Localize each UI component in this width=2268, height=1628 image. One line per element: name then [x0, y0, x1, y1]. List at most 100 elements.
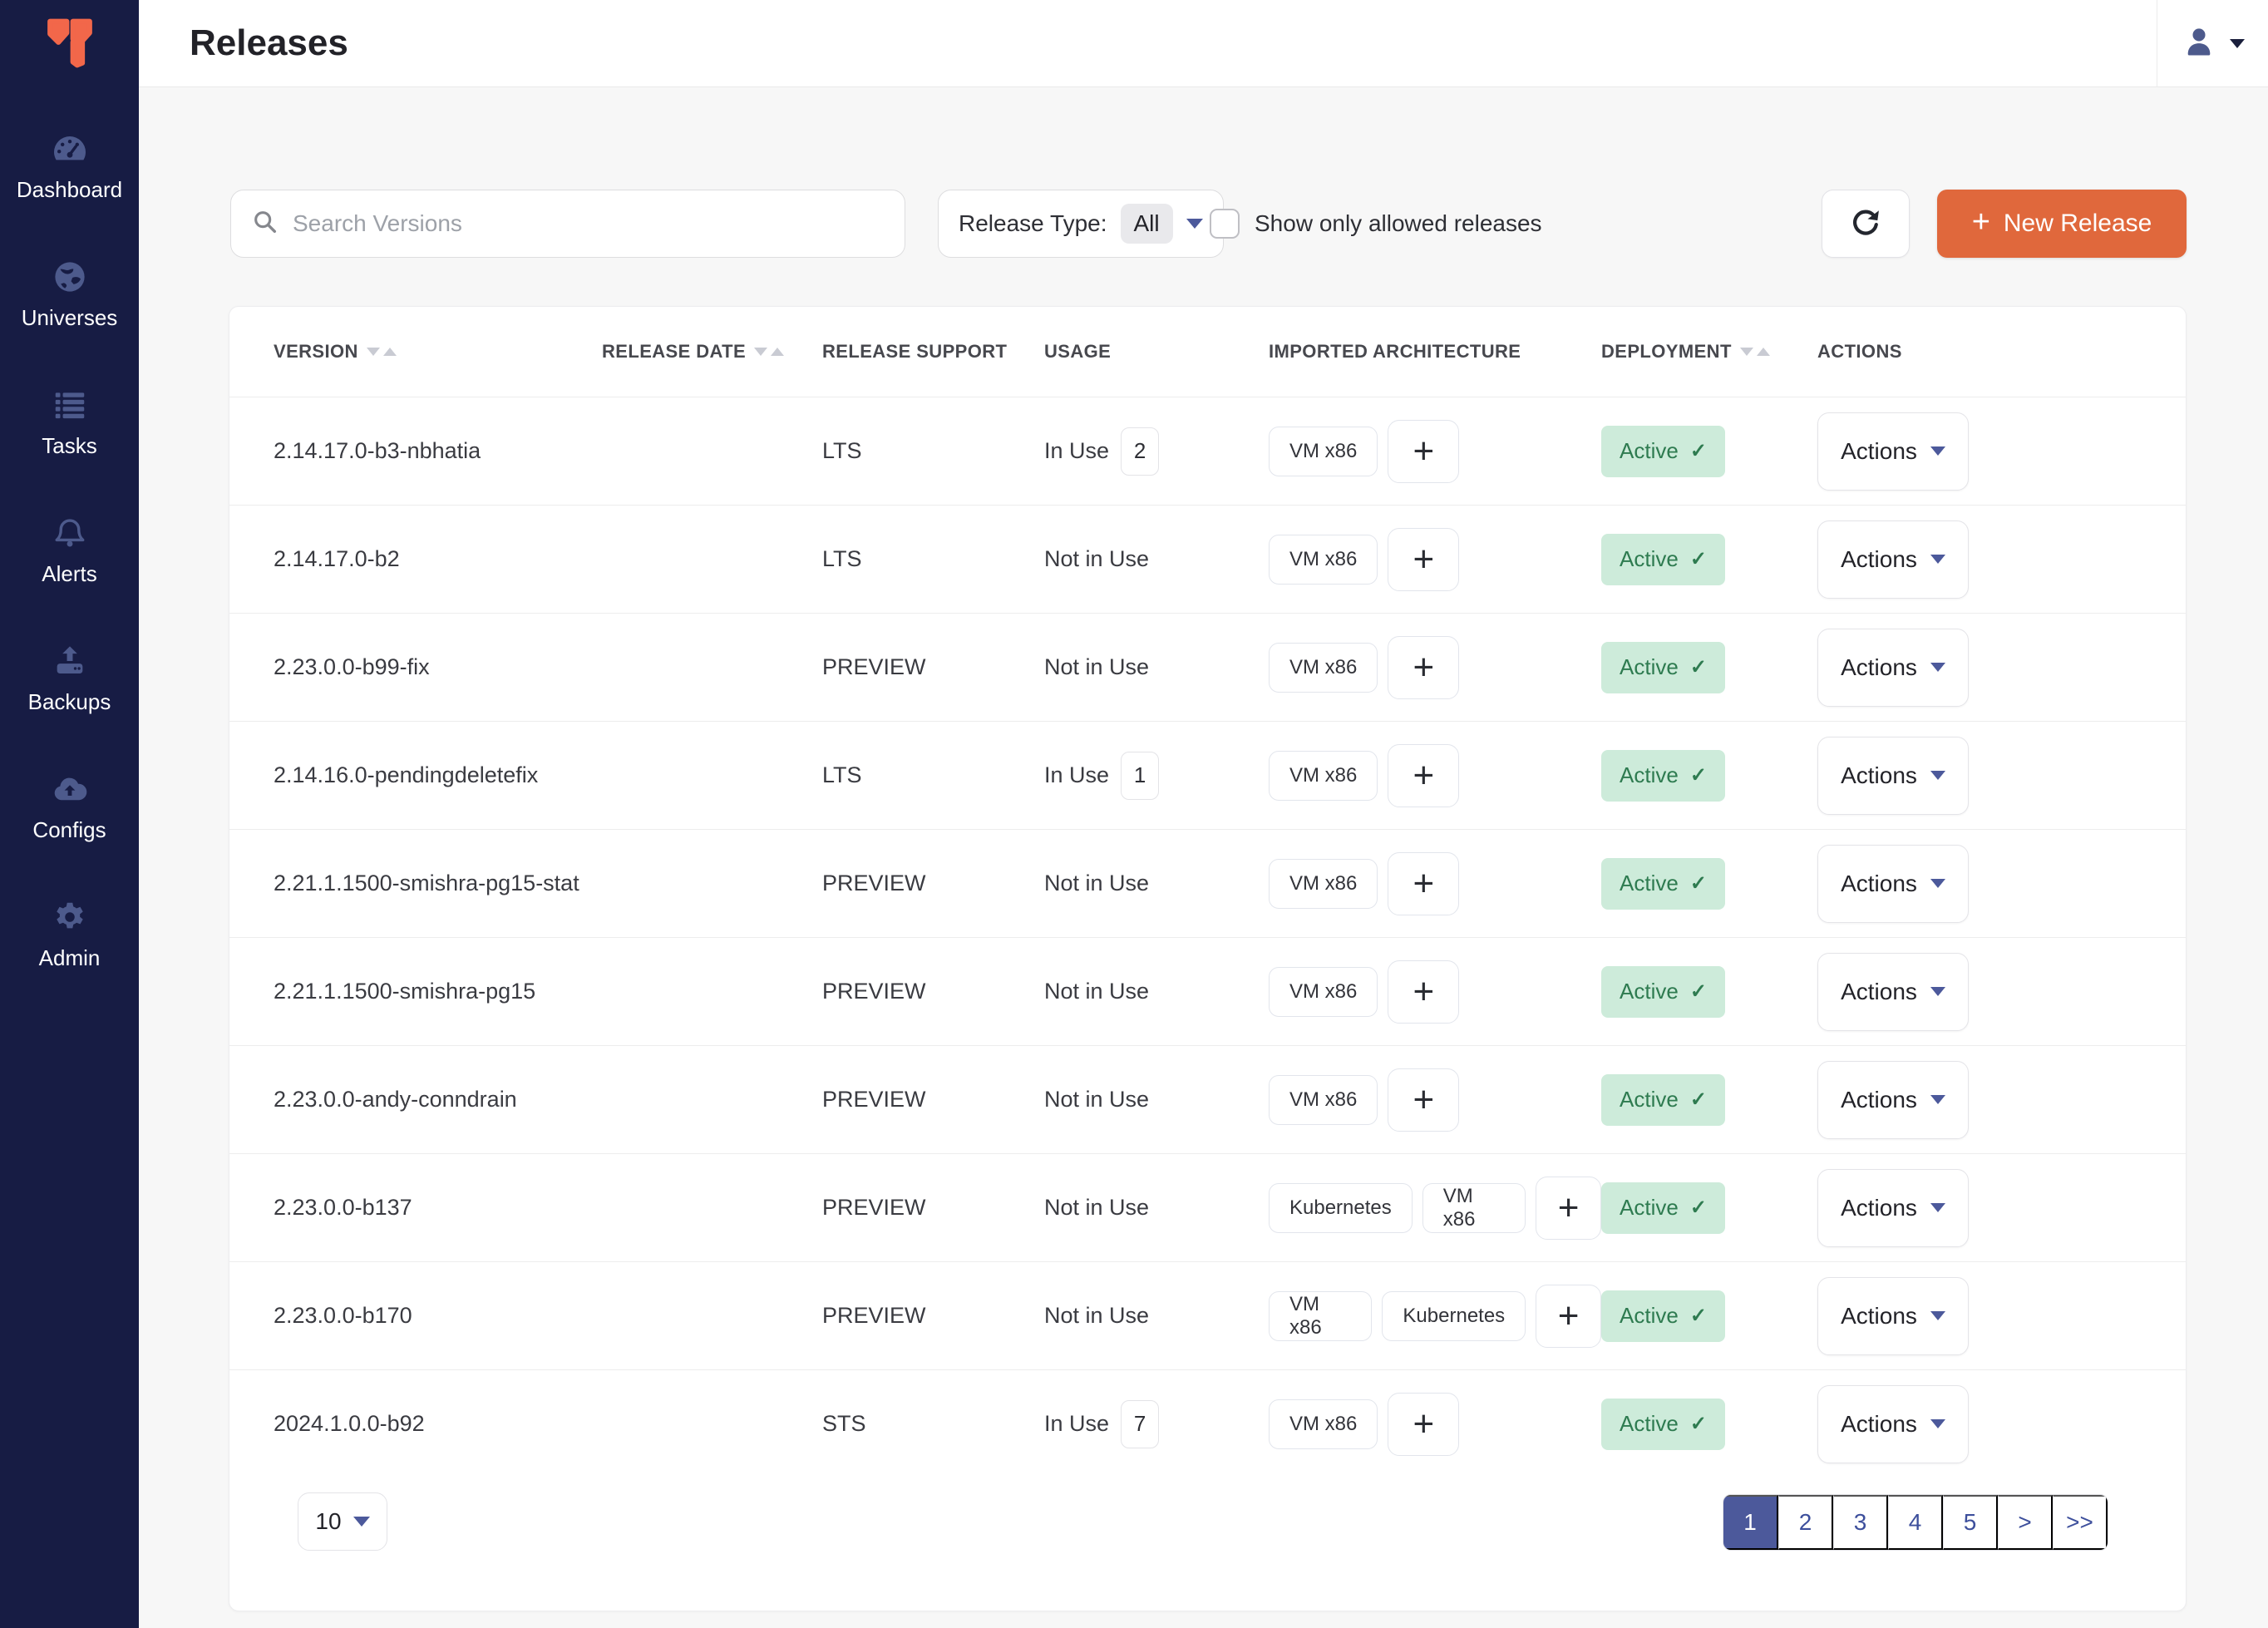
- column-header-usage: USAGE: [1044, 341, 1112, 362]
- actions-cell: Actions: [1817, 1060, 2161, 1139]
- usage-count-badge: 2: [1121, 427, 1160, 476]
- next-page-button[interactable]: >: [1998, 1495, 2053, 1550]
- page-button-5[interactable]: 5: [1943, 1495, 1998, 1550]
- actions-button[interactable]: Actions: [1817, 952, 1969, 1031]
- architecture-badge: VM x86: [1269, 534, 1378, 585]
- release-support-cell: PREVIEW: [822, 871, 926, 895]
- add-architecture-button[interactable]: +: [1388, 743, 1460, 807]
- check-icon: ✓: [1689, 1413, 1707, 1435]
- usage-cell: Not in Use: [1044, 654, 1269, 680]
- deployment-status-badge: Active ✓: [1601, 1182, 1725, 1234]
- architecture-cell: VM x86 +: [1269, 960, 1601, 1024]
- page-size-select[interactable]: 10: [298, 1492, 387, 1551]
- usage-cell: Not in Use: [1044, 1087, 1269, 1112]
- sidebar-item-universes[interactable]: Universes: [0, 257, 139, 331]
- deployment-status-badge: Active ✓: [1601, 857, 1725, 910]
- check-icon: ✓: [1689, 1088, 1707, 1111]
- sidebar-item-configs[interactable]: Configs: [0, 769, 139, 843]
- sidebar-item-admin[interactable]: Admin: [0, 897, 139, 971]
- last-page-button[interactable]: >>: [2053, 1495, 2108, 1550]
- release-support-cell: STS: [822, 1411, 866, 1436]
- table-row: 2.14.17.0-b3-nbhatia LTS In Use 2 VM x86…: [229, 397, 2186, 505]
- actions-button[interactable]: Actions: [1817, 1384, 1969, 1463]
- sidebar-item-dashboard[interactable]: Dashboard: [0, 129, 139, 203]
- architecture-badge: VM x86: [1269, 966, 1378, 1017]
- add-architecture-button[interactable]: +: [1536, 1284, 1601, 1348]
- actions-button[interactable]: Actions: [1817, 1276, 1969, 1355]
- actions-cell: Actions: [1817, 520, 2161, 599]
- check-icon: ✓: [1689, 440, 1707, 462]
- actions-button[interactable]: Actions: [1817, 736, 1969, 815]
- user-menu[interactable]: [2157, 0, 2268, 87]
- release-support-cell: PREVIEW: [822, 1303, 926, 1328]
- release-type-dropdown[interactable]: Release Type: All: [938, 190, 1224, 258]
- deployment-status-badge: Active ✓: [1601, 749, 1725, 802]
- chevron-down-icon: [1930, 555, 1945, 564]
- column-header-release-support: RELEASE SUPPORT: [822, 341, 1008, 362]
- add-architecture-button[interactable]: +: [1388, 851, 1460, 915]
- deployment-cell: Active ✓: [1601, 1073, 1817, 1126]
- add-architecture-button[interactable]: +: [1388, 527, 1460, 591]
- actions-button[interactable]: Actions: [1817, 628, 1969, 707]
- sort-icon[interactable]: [366, 348, 397, 356]
- page-button-4[interactable]: 4: [1888, 1495, 1943, 1550]
- user-avatar-icon: [2182, 24, 2216, 63]
- deployment-status-badge: Active ✓: [1601, 965, 1725, 1018]
- releases-table-card: VERSION RELEASE DATE RELEASE SUPPORT USA…: [229, 306, 2187, 1611]
- new-release-button[interactable]: + New Release: [1937, 190, 2187, 258]
- add-architecture-button[interactable]: +: [1388, 635, 1460, 699]
- actions-button[interactable]: Actions: [1817, 1060, 1969, 1139]
- deployment-status-badge: Active ✓: [1601, 425, 1725, 477]
- actions-button[interactable]: Actions: [1817, 520, 1969, 599]
- add-architecture-button[interactable]: +: [1388, 1068, 1460, 1132]
- add-architecture-button[interactable]: +: [1388, 419, 1460, 483]
- table-row: 2.23.0.0-b170 PREVIEW Not in Use VM x86 …: [229, 1261, 2186, 1369]
- new-release-label: New Release: [2003, 210, 2152, 237]
- architecture-badge: Kubernetes: [1269, 1182, 1413, 1233]
- architecture-badge: VM x86: [1422, 1182, 1526, 1233]
- yugabyte-logo-icon[interactable]: [35, 10, 105, 76]
- actions-button[interactable]: Actions: [1817, 1168, 1969, 1247]
- table-row: 2.14.16.0-pendingdeletefix LTS In Use 1 …: [229, 721, 2186, 829]
- chevron-down-icon: [1930, 1095, 1945, 1104]
- actions-cell: Actions: [1817, 1276, 2161, 1355]
- add-architecture-button[interactable]: +: [1536, 1176, 1601, 1240]
- architecture-cell: Kubernetes VM x86 +: [1269, 1176, 1601, 1240]
- actions-button[interactable]: Actions: [1817, 412, 1969, 491]
- cloud-upload-icon: [50, 769, 90, 809]
- table-row: 2.23.0.0-b99-fix PREVIEW Not in Use VM x…: [229, 613, 2186, 721]
- sidebar-item-tasks[interactable]: Tasks: [0, 385, 139, 459]
- sidebar-item-alerts[interactable]: Alerts: [0, 513, 139, 587]
- actions-cell: Actions: [1817, 1168, 2161, 1247]
- page-button-3[interactable]: 3: [1833, 1495, 1888, 1550]
- chevron-down-icon: [2229, 39, 2245, 48]
- plus-icon: +: [1971, 205, 1990, 239]
- architecture-badge: VM x86: [1269, 750, 1378, 801]
- sidebar-item-label: Alerts: [42, 561, 97, 586]
- usage-cell: In Use 1: [1044, 751, 1269, 800]
- bell-icon: [50, 513, 90, 553]
- check-icon: ✓: [1689, 1305, 1707, 1327]
- usage-text: Not in Use: [1044, 1087, 1150, 1112]
- add-architecture-button[interactable]: +: [1388, 960, 1460, 1024]
- usage-text: Not in Use: [1044, 871, 1150, 895]
- actions-button[interactable]: Actions: [1817, 844, 1969, 923]
- check-icon: ✓: [1689, 656, 1707, 678]
- refresh-icon: [1848, 205, 1883, 243]
- allowed-releases-checkbox[interactable]: [1210, 209, 1240, 239]
- add-architecture-button[interactable]: +: [1388, 1392, 1460, 1456]
- page-button-2[interactable]: 2: [1778, 1495, 1833, 1550]
- deployment-cell: Active ✓: [1601, 1182, 1817, 1234]
- sort-icon[interactable]: [754, 348, 785, 356]
- architecture-cell: VM x86 +: [1269, 851, 1601, 915]
- usage-text: In Use: [1044, 1411, 1110, 1436]
- search-input[interactable]: [293, 210, 905, 237]
- refresh-button[interactable]: [1822, 190, 1910, 258]
- chevron-down-icon: [1930, 1419, 1945, 1428]
- sort-icon[interactable]: [1739, 348, 1770, 356]
- usage-text: Not in Use: [1044, 654, 1150, 679]
- page-button-1[interactable]: 1: [1723, 1495, 1778, 1550]
- page-title: Releases: [190, 22, 348, 63]
- sidebar-item-backups[interactable]: Backups: [0, 641, 139, 715]
- main-content: Release Type: All Show only allowed rele…: [139, 87, 2268, 1628]
